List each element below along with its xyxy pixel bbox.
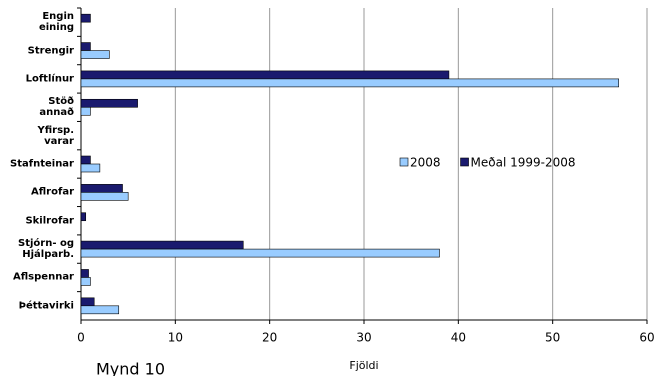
bar bbox=[80, 240, 244, 250]
y-tick-label: Strengir bbox=[27, 45, 74, 57]
bar bbox=[80, 212, 87, 222]
x-tick-label: 0 bbox=[77, 331, 85, 345]
x-tick-label: 30 bbox=[356, 331, 371, 345]
x-tick-label: 20 bbox=[262, 331, 277, 345]
y-tick-label: Loftlínur bbox=[25, 73, 74, 85]
y-tick-label: Engin eining bbox=[38, 11, 74, 34]
x-tick-label: 50 bbox=[545, 331, 560, 345]
bar bbox=[80, 248, 440, 258]
bar bbox=[80, 78, 620, 88]
legend-label: 2008 bbox=[410, 156, 441, 170]
y-tick-label: Þéttavirki bbox=[18, 300, 74, 312]
legend-swatch bbox=[399, 157, 409, 167]
x-tick-label: 40 bbox=[451, 331, 466, 345]
y-tick-label: Aflrofar bbox=[31, 186, 74, 198]
bar bbox=[80, 305, 120, 315]
bar bbox=[80, 98, 138, 108]
y-tick-label: Skilrofar bbox=[25, 215, 74, 227]
y-tick-label: Stjórn- og Hjálparb. bbox=[18, 238, 74, 261]
bar bbox=[80, 50, 110, 59]
y-tick-label: Aflspennar bbox=[13, 271, 74, 283]
caption: Mynd 10 bbox=[96, 360, 165, 376]
bar bbox=[80, 13, 91, 23]
legend-label: Meðal 1999-2008 bbox=[471, 156, 576, 170]
x-tick-label: 10 bbox=[168, 331, 183, 345]
bar bbox=[80, 277, 91, 286]
x-axis-label: Fjöldi bbox=[349, 359, 378, 372]
y-tick-label: Stöð annað bbox=[39, 96, 74, 119]
y-tick-label: Stafnteinar bbox=[10, 158, 74, 170]
bar bbox=[80, 163, 101, 173]
bar bbox=[80, 297, 95, 307]
y-tick-label: Yfirsp. varar bbox=[37, 124, 75, 147]
bar bbox=[80, 155, 91, 165]
bar bbox=[80, 184, 123, 193]
legend-swatch bbox=[460, 157, 469, 167]
x-tick-label: 60 bbox=[639, 331, 654, 345]
bar bbox=[80, 42, 91, 51]
bar bbox=[80, 106, 91, 116]
bar bbox=[80, 70, 450, 80]
bar bbox=[80, 192, 129, 201]
bar bbox=[80, 269, 89, 278]
